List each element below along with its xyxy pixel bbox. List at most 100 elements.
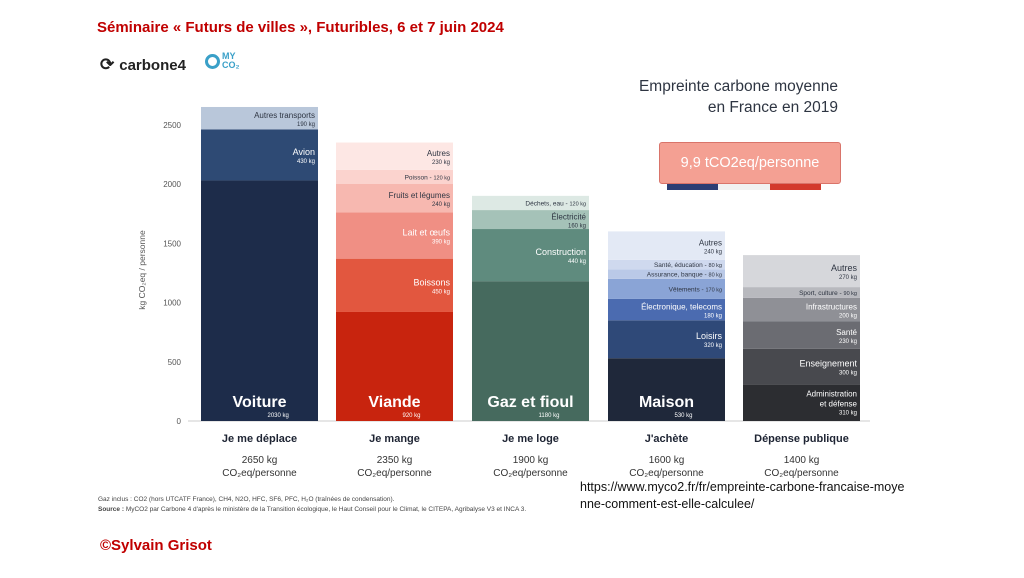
bar-segment xyxy=(336,212,453,259)
bar-segment xyxy=(201,129,318,181)
badge-flag-stripe xyxy=(667,184,821,190)
segment-value: 120 kg xyxy=(569,201,586,207)
segment-separator: - xyxy=(564,200,570,207)
category-total-unit: CO₂eq/personne xyxy=(629,468,704,479)
bar-segment xyxy=(472,229,589,282)
segment-label: Électricité xyxy=(551,213,586,222)
myco2-logo: MY CO₂ xyxy=(205,52,242,70)
segment-value: 450 kg xyxy=(432,289,450,295)
segment-label: Santé xyxy=(836,328,857,337)
segment-label-inline: Santé, éducation - 80 kg xyxy=(654,262,722,269)
category-total: 2650 kg xyxy=(242,455,278,466)
source-url[interactable]: https://www.myco2.fr/fr/empreinte-carbon… xyxy=(580,480,905,511)
y-tick-label: 2500 xyxy=(163,121,181,130)
segment-value: 530 kg xyxy=(675,413,693,419)
segment-label: Autres xyxy=(699,239,722,248)
segment-value: 1180 kg xyxy=(539,413,560,419)
segment-value: 180 kg xyxy=(704,314,722,320)
segment-label-inline: Vêtements - 170 kg xyxy=(669,286,722,293)
y-tick-label: 0 xyxy=(177,417,182,426)
segment-label: Autres xyxy=(831,263,858,273)
myco2-logo-icon xyxy=(205,53,220,69)
segment-value: 240 kg xyxy=(704,250,722,256)
footnote-gases: Gaz inclus : CO2 (hors UTCATF France), C… xyxy=(98,496,395,503)
bar-segment xyxy=(743,287,860,298)
segment-label: Vêtements xyxy=(669,286,701,293)
category-total-unit: CO₂eq/personne xyxy=(357,468,432,479)
bar-segment xyxy=(201,106,318,130)
segment-value: 270 kg xyxy=(839,275,857,281)
footnote-source-label: Source : xyxy=(98,506,125,513)
bar-segment xyxy=(608,259,725,270)
segment-value: 160 kg xyxy=(568,224,586,230)
bar-segment xyxy=(743,348,860,385)
segment-value: 230 kg xyxy=(432,160,450,166)
segment-label: Fruits et légumes xyxy=(389,191,450,200)
bar-segment xyxy=(743,255,860,288)
footnote-source-text: MyCO2 par Carbone 4 d'après le ministère… xyxy=(125,506,527,513)
segment-label: et défense xyxy=(820,400,858,409)
segment-label-major: Maison xyxy=(639,394,694,411)
segment-value: 90 kg xyxy=(844,291,857,297)
segment-value: 430 kg xyxy=(297,159,315,165)
myco2-logo-text: MY CO₂ xyxy=(222,51,240,70)
segment-label-major: Gaz et fioul xyxy=(487,394,573,411)
bar-segment xyxy=(336,169,453,184)
segment-label: Loisirs xyxy=(696,331,723,341)
segment-label: Assurance, banque xyxy=(647,272,703,279)
category-total: 2350 kg xyxy=(377,455,413,466)
segment-value: 170 kg xyxy=(705,287,722,293)
segment-label: Construction xyxy=(535,247,586,257)
chart-title: Empreinte carbone moyenne en France en 2… xyxy=(560,76,838,118)
segment-value: 80 kg xyxy=(709,263,722,269)
category-total-unit: CO₂eq/personne xyxy=(764,468,839,479)
category-label: J'achète xyxy=(645,433,689,445)
bar-segment xyxy=(608,269,725,279)
category-total-unit: CO₂eq/personne xyxy=(222,468,297,479)
seminar-title: Séminaire « Futurs de villes », Futuribl… xyxy=(97,19,504,36)
segment-value: 120 kg xyxy=(433,175,450,181)
category-label: Je mange xyxy=(369,433,420,445)
segment-label: Lait et œufs xyxy=(402,228,450,238)
y-axis-label: kg CO₂eq / personne xyxy=(137,230,147,310)
bar-segment xyxy=(743,297,860,322)
segment-label: Boissons xyxy=(413,277,450,287)
segment-value: 440 kg xyxy=(568,259,586,265)
bar-segment xyxy=(472,281,589,421)
category-total-unit: CO₂eq/personne xyxy=(493,468,568,479)
category-total: 1600 kg xyxy=(649,455,685,466)
segment-value: 200 kg xyxy=(839,314,857,320)
y-tick-label: 1500 xyxy=(163,239,181,248)
bar-segment xyxy=(201,180,318,421)
segment-value: 310 kg xyxy=(839,411,857,417)
category-label: Dépense publique xyxy=(754,433,849,445)
bar-segment xyxy=(336,311,453,421)
carbone4-logo: ⟳ carbone4 xyxy=(100,55,186,75)
bar-segment xyxy=(608,320,725,359)
segment-label: Enseignement xyxy=(799,358,857,368)
segment-label: Sport, culture xyxy=(799,290,838,297)
segment-label: Avion xyxy=(293,147,315,157)
bar-segment xyxy=(472,210,589,230)
bar-segment xyxy=(743,384,860,421)
segment-label-inline: Déchets, eau - 120 kg xyxy=(525,200,586,207)
total-badge: 9,9 tCO2eq/personne xyxy=(659,142,841,184)
bar-segment xyxy=(336,184,453,213)
segment-separator: - xyxy=(703,262,709,269)
segment-label: Autres transports xyxy=(254,111,315,120)
bar-segment xyxy=(336,142,453,170)
category-label: Je me déplace xyxy=(222,433,297,445)
copyright-credit: ©Sylvain Grisot xyxy=(100,537,212,554)
bar-segment xyxy=(608,298,725,321)
chart-title-line2: en France en 2019 xyxy=(707,99,838,116)
segment-label-inline: Assurance, banque - 80 kg xyxy=(647,272,722,279)
y-tick-label: 2000 xyxy=(163,180,181,189)
segment-label-major: Voiture xyxy=(233,394,287,411)
segment-separator: - xyxy=(838,290,844,297)
chart-title-line1: Empreinte carbone moyenne xyxy=(638,78,838,95)
y-tick-label: 1000 xyxy=(163,299,181,308)
segment-separator: - xyxy=(428,174,434,181)
segment-label-inline: Sport, culture - 90 kg xyxy=(799,290,857,297)
segment-value: 80 kg xyxy=(709,273,722,279)
